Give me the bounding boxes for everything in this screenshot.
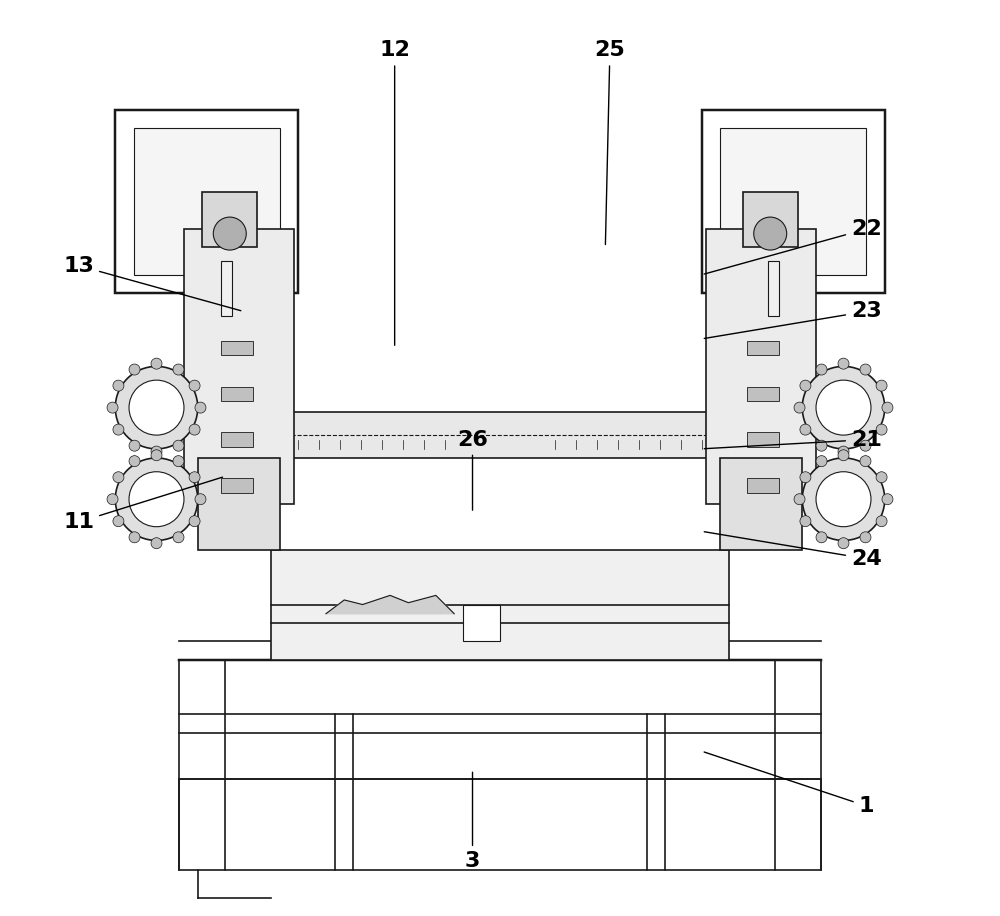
Circle shape bbox=[794, 402, 805, 413]
Circle shape bbox=[838, 446, 849, 457]
Circle shape bbox=[195, 402, 206, 413]
Circle shape bbox=[860, 455, 871, 466]
Bar bbox=[768, 261, 779, 316]
Circle shape bbox=[115, 458, 198, 540]
Circle shape bbox=[800, 424, 811, 435]
Circle shape bbox=[151, 538, 162, 549]
Bar bbox=[747, 478, 779, 493]
Text: 21: 21 bbox=[704, 430, 882, 450]
Circle shape bbox=[876, 516, 887, 527]
Circle shape bbox=[816, 472, 871, 527]
Circle shape bbox=[151, 446, 162, 457]
Text: 24: 24 bbox=[704, 531, 882, 569]
Circle shape bbox=[213, 217, 246, 250]
Circle shape bbox=[189, 380, 200, 391]
Circle shape bbox=[113, 472, 124, 483]
Bar bbox=[720, 128, 866, 275]
Text: 3: 3 bbox=[465, 772, 480, 871]
Bar bbox=[198, 458, 280, 550]
Circle shape bbox=[876, 424, 887, 435]
Bar bbox=[115, 110, 298, 293]
Circle shape bbox=[860, 532, 871, 543]
Circle shape bbox=[107, 494, 118, 505]
Circle shape bbox=[129, 441, 140, 452]
Circle shape bbox=[838, 450, 849, 461]
Circle shape bbox=[129, 455, 140, 466]
Circle shape bbox=[816, 380, 871, 435]
Bar bbox=[743, 192, 798, 247]
Bar bbox=[271, 550, 729, 660]
Circle shape bbox=[876, 472, 887, 483]
Circle shape bbox=[151, 450, 162, 461]
Bar bbox=[134, 128, 280, 275]
Circle shape bbox=[129, 472, 184, 527]
Circle shape bbox=[115, 366, 198, 449]
Text: 26: 26 bbox=[457, 430, 488, 510]
Circle shape bbox=[800, 472, 811, 483]
Circle shape bbox=[816, 455, 827, 466]
Text: 11: 11 bbox=[63, 477, 223, 532]
Bar bbox=[221, 341, 253, 355]
Circle shape bbox=[802, 458, 885, 540]
Bar bbox=[747, 387, 779, 401]
Circle shape bbox=[882, 494, 893, 505]
Circle shape bbox=[173, 364, 184, 375]
Bar bbox=[184, 229, 294, 504]
Circle shape bbox=[754, 217, 787, 250]
Circle shape bbox=[838, 358, 849, 369]
Circle shape bbox=[129, 380, 184, 435]
Bar bbox=[706, 229, 816, 504]
Circle shape bbox=[173, 455, 184, 466]
Circle shape bbox=[802, 366, 885, 449]
Bar bbox=[221, 478, 253, 493]
Circle shape bbox=[794, 494, 805, 505]
Bar bbox=[720, 458, 802, 550]
Circle shape bbox=[882, 402, 893, 413]
Circle shape bbox=[800, 516, 811, 527]
Circle shape bbox=[151, 358, 162, 369]
Bar bbox=[463, 605, 500, 641]
Circle shape bbox=[189, 516, 200, 527]
Bar bbox=[221, 387, 253, 401]
Text: 25: 25 bbox=[595, 40, 625, 245]
Circle shape bbox=[816, 532, 827, 543]
Circle shape bbox=[195, 494, 206, 505]
Circle shape bbox=[860, 441, 871, 452]
Circle shape bbox=[129, 532, 140, 543]
Circle shape bbox=[816, 364, 827, 375]
Bar bbox=[747, 341, 779, 355]
Circle shape bbox=[860, 364, 871, 375]
Circle shape bbox=[113, 380, 124, 391]
Bar bbox=[221, 261, 232, 316]
Circle shape bbox=[173, 532, 184, 543]
Text: 12: 12 bbox=[379, 40, 410, 345]
Bar bbox=[202, 192, 257, 247]
Circle shape bbox=[189, 424, 200, 435]
Circle shape bbox=[800, 380, 811, 391]
Text: 1: 1 bbox=[704, 752, 874, 816]
Circle shape bbox=[113, 516, 124, 527]
Bar bbox=[702, 110, 885, 293]
Bar bbox=[244, 412, 756, 458]
Circle shape bbox=[876, 380, 887, 391]
Bar bbox=[747, 432, 779, 447]
Circle shape bbox=[129, 364, 140, 375]
Polygon shape bbox=[326, 595, 454, 614]
Text: 23: 23 bbox=[704, 301, 882, 339]
Bar bbox=[179, 779, 821, 870]
Circle shape bbox=[838, 538, 849, 549]
Circle shape bbox=[113, 424, 124, 435]
Bar bbox=[221, 432, 253, 447]
Text: 22: 22 bbox=[704, 219, 882, 274]
Circle shape bbox=[107, 402, 118, 413]
Circle shape bbox=[173, 441, 184, 452]
Circle shape bbox=[189, 472, 200, 483]
Circle shape bbox=[816, 441, 827, 452]
Text: 13: 13 bbox=[63, 256, 241, 311]
